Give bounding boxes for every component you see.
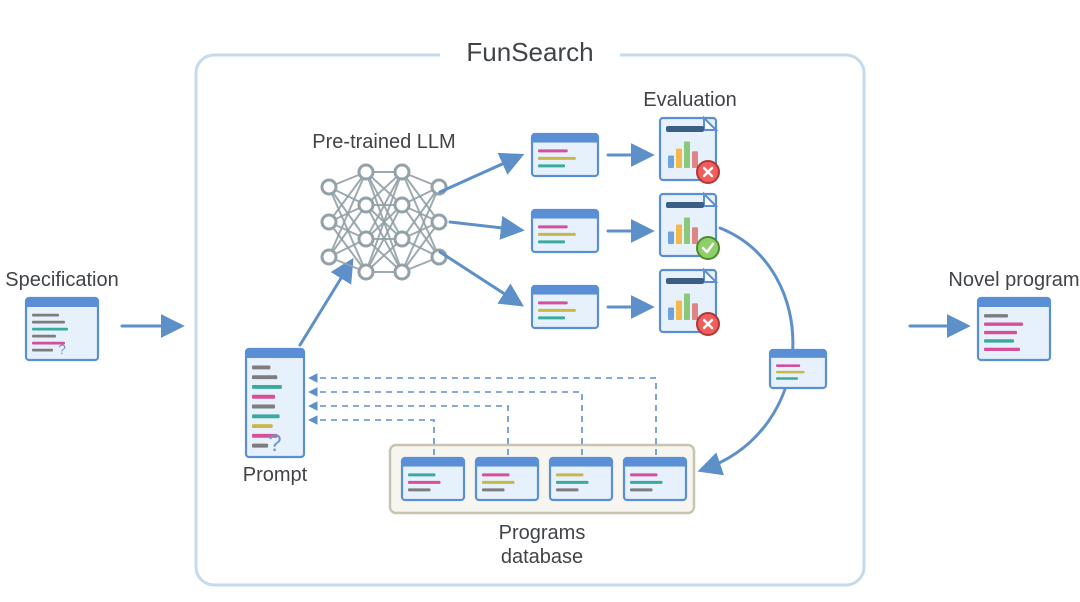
db-card-3 [624, 458, 686, 500]
eval-card [660, 118, 719, 183]
db-card-2 [550, 458, 612, 500]
llm-label: Pre-trained LLM [312, 131, 455, 153]
title-label: FunSearch [466, 37, 593, 67]
cross-icon [697, 161, 719, 183]
question-mark-icon: ? [58, 342, 66, 357]
specification-card: ? [26, 298, 98, 360]
output-card-0 [532, 134, 598, 176]
db-label-2: database [501, 546, 583, 568]
specification-label: Specification [5, 269, 118, 291]
eval-card [660, 194, 719, 259]
db-label-1: Programs [499, 522, 586, 544]
cross-icon [697, 313, 719, 335]
output-card-2 [532, 286, 598, 328]
eval-card [660, 270, 719, 335]
novel-label: Novel program [948, 269, 1079, 291]
novel-program-card [978, 298, 1050, 360]
evaluation-label: Evaluation [643, 89, 736, 111]
db-card-0 [402, 458, 464, 500]
prompt-card: ? [246, 349, 304, 457]
question-mark-icon: ? [268, 430, 281, 457]
prompt-label: Prompt [243, 464, 308, 486]
output-card-1 [532, 210, 598, 252]
check-icon [697, 237, 719, 259]
feedback-card [770, 350, 826, 388]
db-card-1 [476, 458, 538, 500]
